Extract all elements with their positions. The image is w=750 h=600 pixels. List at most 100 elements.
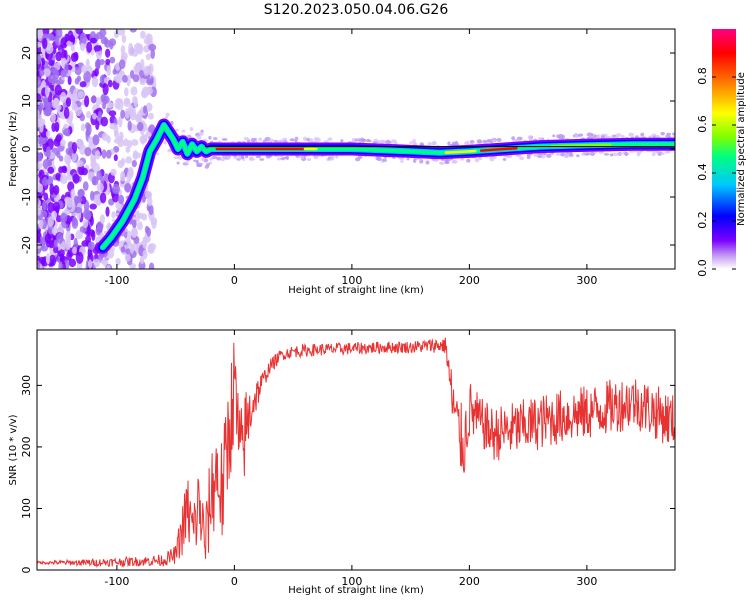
noise-speckle [120, 246, 126, 253]
halo-speckle [280, 157, 285, 160]
halo-speckle [489, 157, 495, 162]
noise-speckle [37, 161, 43, 169]
noise-speckle [75, 29, 84, 35]
noise-speckle [37, 151, 40, 163]
noise-speckle [127, 230, 132, 240]
noise-speckle [48, 254, 57, 267]
halo-speckle [412, 138, 416, 144]
halo-speckle [184, 161, 189, 165]
halo-speckle [366, 139, 372, 143]
halo-speckle [412, 158, 417, 163]
noise-speckle [130, 86, 138, 96]
halo-speckle [335, 155, 339, 159]
noise-speckle [122, 74, 128, 83]
halo-speckle [588, 136, 594, 140]
figure-title: S120.2023.050.04.06.G26 [264, 2, 449, 18]
halo-speckle [478, 156, 483, 161]
noise-speckle [66, 164, 72, 176]
noise-speckle [139, 69, 144, 78]
noise-speckle [128, 169, 134, 177]
halo-speckle [221, 138, 228, 141]
halo-speckle [340, 139, 344, 143]
halo-speckle [206, 162, 211, 167]
noise-speckle [99, 214, 106, 224]
noise-speckle [132, 96, 137, 104]
halo-speckle [198, 131, 204, 136]
spectrogram-halo [100, 112, 675, 264]
noise-speckle [81, 64, 88, 74]
spectrogram-y-axis-label: Frequency (Hz) [8, 111, 19, 187]
halo-speckle [574, 134, 578, 138]
noise-speckle [145, 86, 153, 95]
noise-speckle [107, 248, 115, 259]
noise-speckle [139, 256, 145, 265]
noise-speckle [79, 32, 87, 45]
x-tick-label: 0 [231, 274, 238, 287]
halo-speckle [315, 137, 321, 142]
x-tick-label: 300 [576, 575, 597, 588]
halo-speckle [624, 151, 628, 156]
noise-speckle [113, 154, 118, 162]
halo-speckle [451, 159, 457, 163]
halo-speckle [358, 139, 363, 142]
noise-speckle [71, 102, 78, 111]
y-tick-label: 10 [20, 94, 33, 108]
halo-speckle [602, 133, 608, 137]
noise-speckle [53, 184, 60, 196]
noise-speckle [121, 34, 127, 44]
noise-speckle [44, 233, 51, 244]
halo-speckle [276, 157, 282, 161]
halo-speckle [431, 141, 437, 146]
noise-speckle [127, 140, 133, 149]
noise-speckle [103, 173, 109, 184]
noise-speckle [69, 110, 74, 122]
noise-speckle [55, 29, 63, 39]
noise-speckle [76, 160, 84, 168]
halo-speckle [546, 153, 552, 158]
halo-speckle [294, 140, 298, 143]
noise-speckle [42, 210, 48, 218]
halo-speckle [474, 158, 480, 163]
noise-speckle [64, 63, 69, 75]
noise-speckle [106, 135, 111, 144]
halo-speckle [427, 142, 432, 146]
noise-speckle [44, 85, 50, 98]
halo-speckle [482, 139, 488, 143]
colorbar-tick-label: 0.6 [696, 115, 709, 133]
noise-speckle [74, 66, 82, 76]
noise-speckle [83, 70, 92, 83]
halo-speckle [589, 152, 596, 156]
noise-speckle [47, 202, 55, 213]
noise-speckle [136, 212, 144, 219]
noise-speckle [61, 49, 66, 60]
halo-speckle [558, 133, 564, 138]
noise-speckle [147, 243, 154, 254]
noise-speckle [96, 182, 104, 193]
noise-speckle [47, 166, 55, 175]
noise-speckle [89, 37, 98, 44]
halo-speckle [502, 158, 507, 161]
halo-speckle [533, 153, 539, 158]
noise-speckle [37, 145, 41, 152]
noise-speckle [102, 102, 107, 110]
noise-speckle [85, 58, 90, 67]
noise-speckle [101, 149, 107, 159]
halo-speckle [375, 156, 381, 161]
noise-speckle [140, 30, 146, 39]
noise-speckle [109, 122, 117, 130]
noise-speckle [138, 260, 146, 269]
halo-speckle [651, 152, 656, 157]
noise-speckle [60, 37, 68, 49]
noise-speckle [42, 176, 48, 187]
halo-speckle [278, 139, 284, 143]
noise-speckle [77, 189, 85, 198]
noise-speckle [70, 44, 75, 52]
halo-speckle [616, 152, 623, 156]
noise-speckle [111, 211, 116, 219]
noise-speckle [127, 120, 132, 131]
noise-speckle [60, 240, 66, 251]
ridge-hotspot [550, 143, 612, 148]
colorbar-tick-label: 0.0 [696, 259, 709, 277]
noise-speckle [64, 196, 72, 204]
